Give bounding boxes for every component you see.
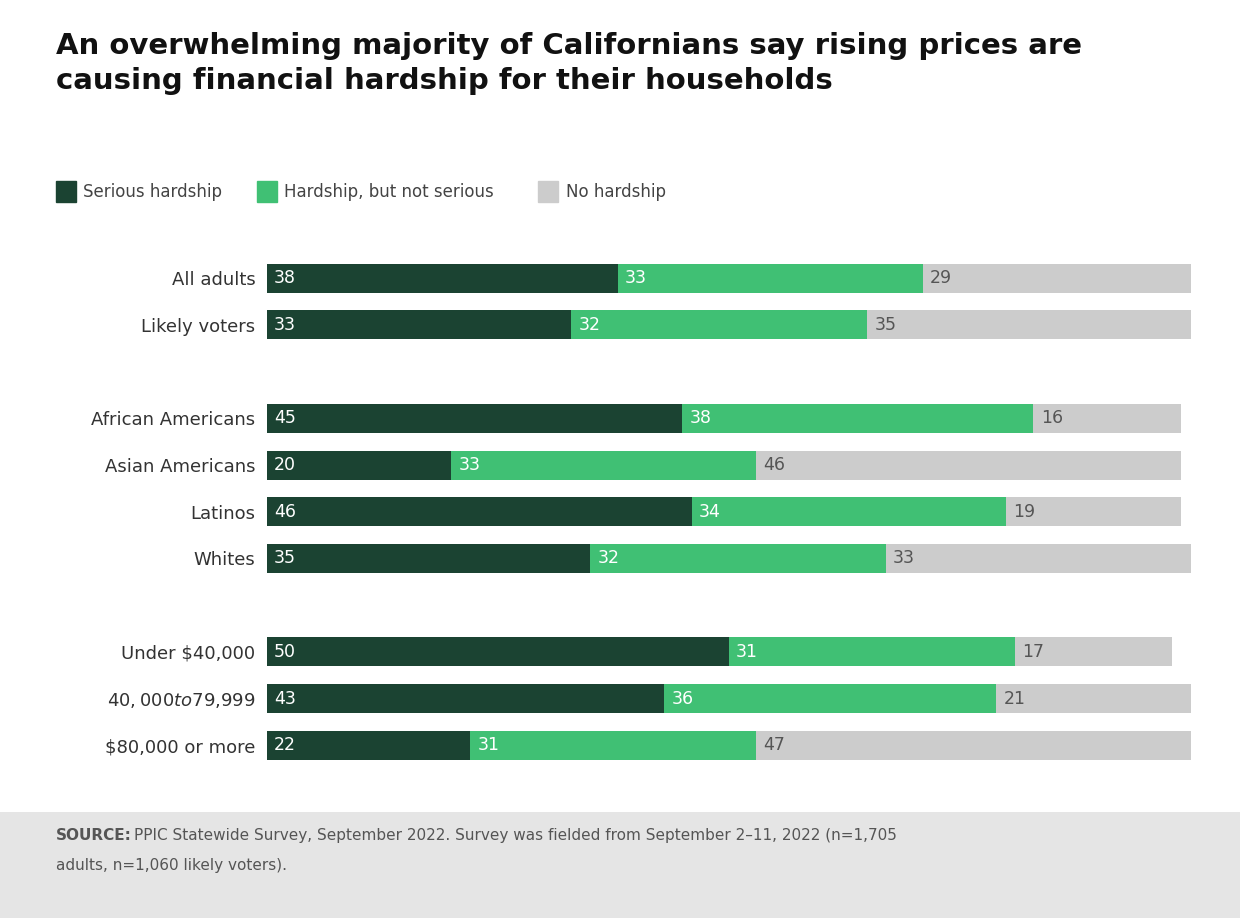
Bar: [618, 263, 923, 293]
Bar: [923, 263, 1190, 293]
Text: SOURCE:: SOURCE:: [56, 828, 131, 843]
Bar: [451, 451, 756, 479]
Text: PPIC Statewide Survey, September 2022. Survey was fielded from September 2–11, 2: PPIC Statewide Survey, September 2022. S…: [134, 828, 897, 843]
Text: 33: 33: [893, 550, 915, 567]
Text: 32: 32: [598, 550, 619, 567]
Text: 32: 32: [579, 316, 601, 334]
Bar: [1006, 498, 1182, 526]
Text: 36: 36: [671, 689, 693, 708]
Bar: [997, 684, 1190, 713]
Text: 46: 46: [274, 503, 296, 521]
Text: 20: 20: [274, 456, 296, 474]
Text: 35: 35: [874, 316, 897, 334]
Text: 33: 33: [625, 269, 647, 287]
Text: 46: 46: [764, 456, 786, 474]
Bar: [267, 544, 590, 573]
Bar: [267, 263, 618, 293]
Bar: [663, 684, 997, 713]
Text: 22: 22: [274, 736, 296, 755]
Bar: [267, 684, 663, 713]
Text: 45: 45: [274, 409, 296, 427]
Bar: [267, 498, 692, 526]
Text: An overwhelming majority of Californians say rising prices are
causing financial: An overwhelming majority of Californians…: [56, 32, 1081, 95]
Bar: [267, 731, 470, 760]
Bar: [682, 404, 1033, 432]
Bar: [572, 310, 867, 340]
Bar: [267, 451, 451, 479]
Text: 38: 38: [689, 409, 712, 427]
Text: 31: 31: [737, 643, 758, 661]
Bar: [267, 637, 729, 666]
Bar: [267, 404, 682, 432]
Text: 47: 47: [764, 736, 786, 755]
Bar: [885, 544, 1190, 573]
Bar: [867, 310, 1190, 340]
Text: No hardship: No hardship: [565, 183, 666, 201]
Bar: [1033, 404, 1182, 432]
Text: 50: 50: [274, 643, 296, 661]
Text: 38: 38: [274, 269, 296, 287]
Bar: [756, 451, 1182, 479]
Text: 34: 34: [699, 503, 720, 521]
Text: 31: 31: [477, 736, 500, 755]
Text: Serious hardship: Serious hardship: [83, 183, 222, 201]
Text: Hardship, but not serious: Hardship, but not serious: [284, 183, 494, 201]
Text: 43: 43: [274, 689, 296, 708]
Bar: [267, 310, 572, 340]
Bar: [1016, 637, 1172, 666]
Bar: [756, 731, 1190, 760]
Bar: [590, 544, 885, 573]
Text: 17: 17: [1022, 643, 1044, 661]
Bar: [729, 637, 1016, 666]
Text: 33: 33: [459, 456, 481, 474]
Text: 33: 33: [274, 316, 296, 334]
Bar: [692, 498, 1006, 526]
Text: 19: 19: [1013, 503, 1035, 521]
Text: 16: 16: [1040, 409, 1063, 427]
Text: 35: 35: [274, 550, 296, 567]
Text: 29: 29: [930, 269, 952, 287]
Text: 21: 21: [1004, 689, 1025, 708]
Bar: [470, 731, 756, 760]
Text: adults, n=1,060 likely voters).: adults, n=1,060 likely voters).: [56, 858, 286, 873]
